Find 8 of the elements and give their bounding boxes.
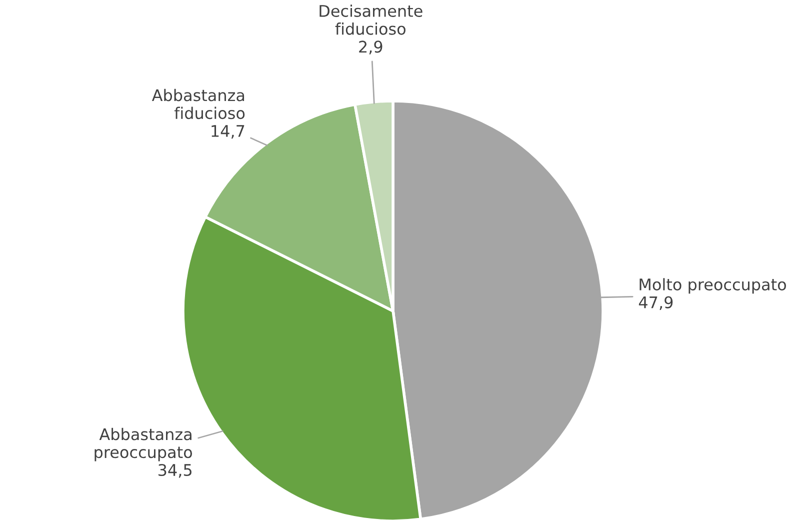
slice-label: Abbastanza fiducioso [152, 88, 245, 120]
data-label: 47,9 [638, 296, 673, 310]
data-label: 34,5 [158, 464, 192, 478]
slice-label: Decisamente fiducioso [320, 4, 422, 35]
slice-label: Molto preoccupato [640, 278, 786, 294]
slice-label: Abbastanza preoccupato [94, 428, 192, 462]
data-label: 14,7 [212, 125, 244, 139]
data-label: 2,9 [359, 40, 382, 54]
